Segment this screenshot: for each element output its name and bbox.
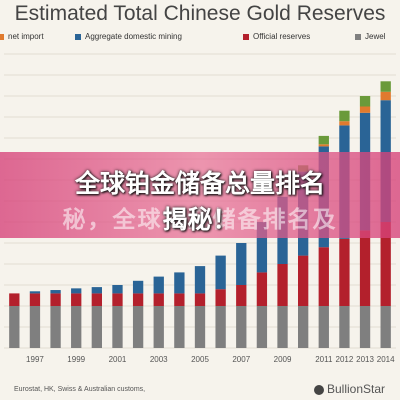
bar-segment-official-reserves-2008 (256, 272, 268, 306)
x-tick-label: 2013 (356, 355, 374, 364)
bar-segment-official-reserves-2002 (132, 293, 144, 306)
bar-segment-official-reserves-2009 (277, 264, 288, 306)
chart-legend: net import Aggregate domestic mining Off… (0, 30, 400, 46)
legend-label: Official reserves (253, 32, 311, 41)
x-tick-label: 2005 (191, 355, 209, 364)
bar-segment-official-reserves-2011 (318, 247, 329, 306)
bar-segment-official-reserves-1997 (29, 293, 41, 306)
bar-segment-jewel-2009 (277, 306, 288, 348)
bar-segment-net-import-2012 (339, 121, 350, 126)
bar-segment-jewel-2014 (380, 306, 391, 348)
bar-segment-jewel-1998 (50, 306, 61, 348)
legend-swatch (75, 33, 81, 40)
bar-segment-aggregate-domestic-mining-2000 (91, 287, 102, 294)
bar-segment-official-reserves-2010 (298, 255, 309, 306)
bar-segment-aggregate-domestic-mining-1998 (50, 290, 61, 294)
legend-swatch (355, 33, 361, 40)
legend-swatch (0, 33, 4, 40)
source-note: Eurostat, HK, Swiss & Australian customs… (14, 386, 146, 393)
banner-headline: 全球铂金储备总量排名 (74, 169, 325, 198)
bar-segment-official-reserves-2003 (153, 293, 164, 306)
bar-segment-jewel-2005 (194, 306, 206, 348)
legend-label: net import (8, 32, 44, 41)
bar-segment-top-2011 (318, 135, 329, 145)
bar-segment-official-reserves-1999 (71, 293, 82, 306)
bar-segment-net-import-2011 (318, 144, 329, 147)
bar-segment-aggregate-domestic-mining-2006 (215, 255, 226, 290)
x-tick-label: 2011 (315, 355, 333, 364)
bar-segment-jewel-1996 (9, 306, 20, 348)
banner-subheadline: 揭秘！ (162, 205, 238, 234)
promo-banner (0, 152, 400, 238)
bar-segment-aggregate-domestic-mining-1999 (71, 288, 82, 294)
bar-segment-jewel-2008 (256, 306, 268, 348)
bar-segment-aggregate-domestic-mining-2007 (236, 243, 247, 285)
bar-segment-jewel-2004 (174, 306, 185, 348)
bar-segment-official-reserves-2005 (194, 293, 206, 306)
legend-item-net-import: net import (0, 32, 44, 41)
x-tick-label: 1999 (67, 355, 85, 364)
legend-swatch (243, 33, 249, 40)
x-tick-label: 1997 (26, 355, 44, 364)
bar-segment-official-reserves-2013 (359, 230, 371, 306)
bar-segment-jewel-2013 (359, 306, 371, 348)
bar-segment-net-import-2013 (359, 106, 371, 113)
bar-segment-official-reserves-2001 (112, 293, 123, 306)
bar-segment-official-reserves-2006 (215, 289, 226, 306)
bar-segment-official-reserves-2007 (236, 285, 247, 306)
bar-segment-jewel-2012 (339, 306, 350, 348)
bar-segment-jewel-1997 (29, 306, 41, 348)
bar-segment-jewel-2011 (318, 306, 329, 348)
bar-segment-aggregate-domestic-mining-2005 (194, 266, 206, 294)
bar-segment-aggregate-domestic-mining-2001 (112, 285, 123, 294)
legend-label: Aggregate domestic mining (85, 32, 182, 41)
bullionstar-logo: BullionStar (314, 382, 385, 396)
bar-segment-jewel-2007 (236, 306, 247, 348)
legend-item-domestic-mining: Aggregate domestic mining (75, 32, 182, 41)
bar-segment-official-reserves-1998 (50, 293, 61, 306)
bar-segment-official-reserves-1996 (9, 293, 20, 306)
legend-item-jewel: Jewel (355, 32, 385, 41)
bar-segment-net-import-2014 (380, 91, 391, 101)
bar-segment-jewel-2001 (112, 306, 123, 348)
x-tick-label: 2012 (336, 355, 354, 364)
bar-segment-aggregate-domestic-mining-2004 (174, 272, 185, 294)
chart-title: Estimated Total Chinese Gold Reserves (14, 2, 386, 25)
bar-segment-jewel-2003 (153, 306, 164, 348)
bar-segment-official-reserves-2014 (380, 222, 391, 306)
legend-item-official-reserves: Official reserves (243, 32, 310, 41)
bar-segment-aggregate-domestic-mining-2002 (132, 280, 144, 294)
bar-segment-official-reserves-2004 (174, 293, 185, 306)
x-tick-label: 2014 (377, 355, 395, 364)
x-tick-label: 2007 (232, 355, 250, 364)
bar-segment-official-reserves-2012 (339, 238, 350, 306)
logo-icon (314, 384, 324, 395)
bar-segment-top-2013 (359, 96, 371, 107)
bar-segment-aggregate-domestic-mining-1997 (29, 291, 41, 294)
bar-segment-top-2014 (380, 81, 391, 92)
bar-segment-jewel-2002 (132, 306, 144, 348)
x-tick-label: 2009 (274, 355, 292, 364)
legend-label: Jewel (365, 32, 386, 41)
x-tick-label: 2001 (109, 355, 127, 364)
bar-segment-jewel-2006 (215, 306, 226, 348)
x-tick-label: 2003 (150, 355, 168, 364)
bar-segment-top-2012 (339, 110, 350, 122)
bar-segment-jewel-2010 (298, 306, 309, 348)
bar-segment-aggregate-domestic-mining-2008 (256, 222, 268, 273)
logo-text: BullionStar (327, 382, 386, 396)
bar-segment-aggregate-domestic-mining-2003 (153, 276, 164, 294)
bar-segment-jewel-2000 (91, 306, 102, 348)
bar-segment-jewel-1999 (71, 306, 82, 348)
bar-segment-official-reserves-2000 (91, 293, 102, 306)
banner-faded-text: 秘，全球铂金储备排名及 (62, 207, 338, 233)
